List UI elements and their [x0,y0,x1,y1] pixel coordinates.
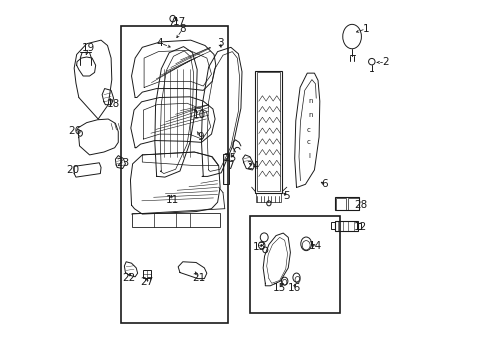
Text: 19: 19 [81,43,95,53]
Text: 6: 6 [321,179,327,189]
Bar [121,26,228,323]
Text: 1: 1 [363,24,369,34]
Text: 21: 21 [192,273,205,283]
Text: l: l [307,153,309,159]
Text: 16: 16 [287,283,300,293]
Text: c: c [306,139,310,145]
Bar [257,72,280,191]
Text: 22: 22 [122,273,135,283]
Bar [131,213,220,226]
Text: 13: 13 [252,242,265,252]
Text: 25: 25 [223,153,236,163]
Text: 4: 4 [157,38,163,48]
Text: 28: 28 [354,200,367,210]
Bar [255,71,282,193]
Bar [330,222,334,229]
Text: 5: 5 [283,191,289,201]
Bar [256,193,281,202]
Text: 20: 20 [66,165,79,175]
Text: 26: 26 [68,126,81,135]
Text: 14: 14 [308,241,322,251]
Text: 23: 23 [116,158,129,168]
Text: 2: 2 [381,57,387,67]
Text: n: n [308,112,312,118]
Bar [249,216,339,313]
Text: 15: 15 [272,283,285,293]
Bar [334,197,359,211]
Text: c: c [306,127,310,133]
Text: 18: 18 [107,99,120,109]
Text: 12: 12 [353,222,366,231]
Text: n: n [307,98,312,104]
Bar [347,198,358,210]
Bar [334,221,357,231]
Text: 27: 27 [140,277,153,287]
Text: 9: 9 [197,132,203,142]
Text: 8: 8 [179,24,186,34]
Text: 11: 11 [165,195,178,205]
Text: 24: 24 [245,161,259,171]
Text: 7: 7 [227,161,234,171]
Bar [357,223,360,229]
Bar [223,154,228,184]
Text: 10: 10 [193,110,206,120]
Text: 3: 3 [216,38,223,48]
Text: 17: 17 [172,17,185,27]
Bar [143,270,151,278]
Bar [335,198,346,210]
